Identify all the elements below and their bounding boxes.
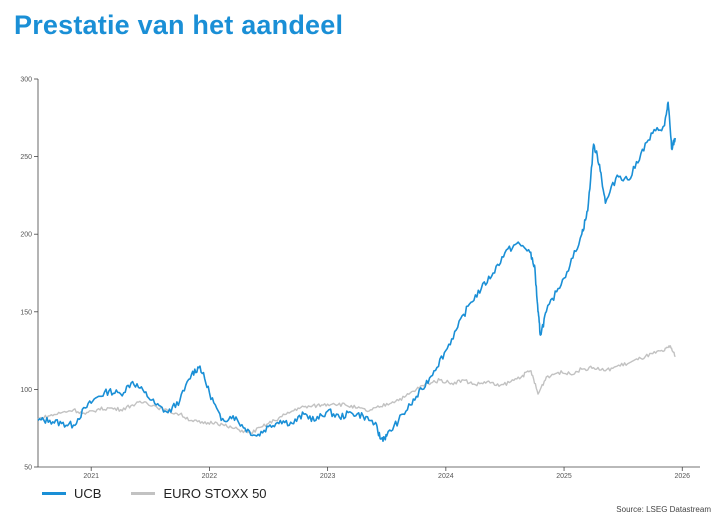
y-tick-label: 150 <box>20 309 32 316</box>
series-line-euro-stoxx-50 <box>37 345 676 435</box>
x-tick-label: 2024 <box>438 473 454 480</box>
x-tick-label: 2026 <box>674 473 690 480</box>
legend-item-ucb: UCB <box>42 486 101 501</box>
legend-label-ucb: UCB <box>74 486 102 501</box>
series-line-ucb <box>37 101 676 442</box>
legend-label-stoxx: EURO STOXX 50 <box>163 486 267 501</box>
chart-legend: UCB EURO STOXX 50 <box>42 486 285 501</box>
x-tick-label: 2022 <box>202 473 218 480</box>
source-note: Source: LSEG Datastream <box>616 505 711 514</box>
legend-item-stoxx: EURO STOXX 50 <box>131 486 267 501</box>
legend-swatch-stoxx <box>131 492 156 495</box>
x-tick-label: 2023 <box>320 473 336 480</box>
y-tick-label: 250 <box>20 154 32 161</box>
x-tick-label: 2025 <box>556 473 572 480</box>
page-title: Prestatie van het aandeel <box>14 10 344 40</box>
x-tick-label: 2021 <box>83 473 99 480</box>
y-tick-label: 200 <box>20 232 32 239</box>
chart-series <box>37 101 676 442</box>
chart-axes: 50 100 150 200 250 300 2021 2022 2023 2024 2025 202… <box>20 77 700 480</box>
y-tick-label: 300 <box>20 77 32 84</box>
y-tick-label: 100 <box>20 387 32 394</box>
y-tick-label: 50 <box>24 465 32 472</box>
legend-swatch-ucb <box>42 492 66 495</box>
